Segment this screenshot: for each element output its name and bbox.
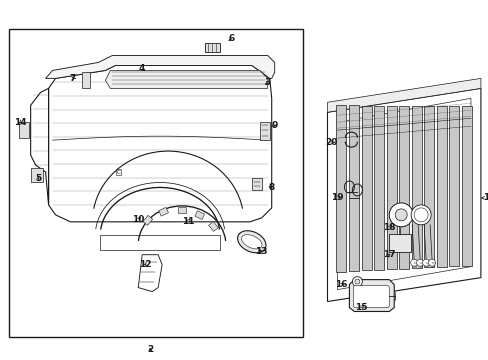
Bar [159, 207, 168, 216]
Text: 7: 7 [69, 74, 76, 83]
Polygon shape [461, 107, 471, 266]
Polygon shape [31, 88, 48, 205]
Circle shape [413, 208, 427, 222]
Polygon shape [436, 106, 446, 267]
Polygon shape [411, 106, 421, 268]
Text: 8: 8 [268, 184, 274, 193]
Polygon shape [348, 105, 358, 271]
Polygon shape [337, 98, 470, 289]
Text: 15: 15 [354, 303, 367, 312]
Polygon shape [100, 235, 220, 250]
Polygon shape [31, 168, 42, 182]
Text: 11: 11 [182, 217, 194, 226]
Circle shape [410, 205, 430, 225]
Circle shape [410, 259, 417, 266]
Text: 3: 3 [264, 78, 270, 87]
Text: 6: 6 [228, 34, 235, 43]
Text: 1: 1 [482, 193, 488, 202]
Circle shape [388, 203, 412, 227]
Text: 20: 20 [325, 138, 337, 147]
Text: 14: 14 [14, 118, 27, 127]
Text: 4: 4 [139, 64, 145, 73]
FancyBboxPatch shape [353, 285, 388, 307]
Text: 17: 17 [382, 250, 395, 259]
Text: 18: 18 [382, 223, 395, 232]
Polygon shape [45, 55, 274, 78]
Text: 5: 5 [36, 174, 41, 183]
Polygon shape [386, 106, 396, 269]
Text: 16: 16 [334, 280, 347, 289]
Ellipse shape [237, 231, 265, 253]
Bar [195, 211, 204, 220]
Bar [388, 234, 410, 252]
Bar [9, 28, 302, 337]
Circle shape [394, 209, 407, 221]
Circle shape [352, 276, 362, 287]
Polygon shape [361, 105, 371, 270]
Polygon shape [251, 178, 261, 190]
Bar [208, 221, 218, 231]
Text: 9: 9 [271, 121, 277, 130]
Text: 19: 19 [330, 193, 343, 202]
Polygon shape [259, 122, 269, 140]
Circle shape [416, 259, 423, 266]
Polygon shape [373, 105, 383, 270]
Polygon shape [138, 255, 162, 292]
Polygon shape [448, 106, 458, 266]
Text: 10: 10 [132, 215, 144, 224]
Polygon shape [19, 122, 29, 138]
Text: 13: 13 [255, 247, 267, 256]
Text: 2: 2 [147, 345, 153, 354]
Polygon shape [204, 42, 220, 53]
Text: C: C [116, 170, 120, 175]
Text: 12: 12 [139, 260, 151, 269]
Circle shape [427, 259, 435, 266]
Polygon shape [424, 106, 433, 267]
Circle shape [354, 279, 359, 284]
Bar [178, 207, 185, 213]
Polygon shape [398, 106, 408, 269]
Circle shape [422, 259, 429, 266]
Polygon shape [349, 280, 393, 311]
Polygon shape [336, 105, 346, 272]
Ellipse shape [241, 235, 262, 249]
Polygon shape [82, 72, 90, 88]
Polygon shape [327, 78, 480, 112]
Bar [142, 215, 152, 225]
Polygon shape [327, 88, 480, 302]
Polygon shape [48, 66, 271, 222]
Polygon shape [105, 71, 267, 88]
